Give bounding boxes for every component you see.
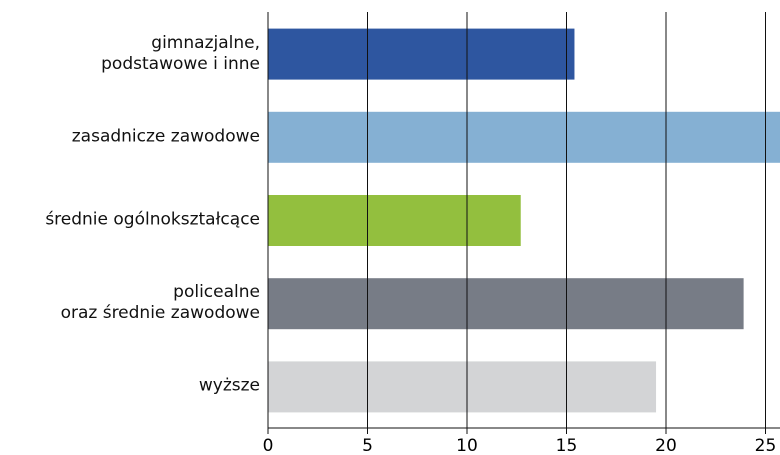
x-tick-label: 25 [755, 436, 777, 455]
x-tick-label: 15 [556, 436, 578, 455]
x-tick-label: 5 [362, 436, 373, 455]
category-label: średnie ogólnokształcące [45, 209, 260, 230]
x-tick-label: 0 [263, 436, 274, 455]
bar [268, 361, 657, 413]
bar [268, 278, 744, 330]
category-label: gimnazjalne, podstawowe i inne [101, 32, 260, 74]
x-tick-label: 20 [655, 436, 677, 455]
bar [268, 195, 521, 246]
category-label: zasadnicze zawodowe [71, 126, 260, 147]
x-tick-label: 10 [456, 436, 478, 455]
category-label: policealne oraz średnie zawodowe [60, 282, 260, 324]
category-label: wyższe [198, 375, 260, 396]
bar [268, 28, 575, 80]
bar [268, 111, 780, 163]
bars [268, 28, 780, 413]
